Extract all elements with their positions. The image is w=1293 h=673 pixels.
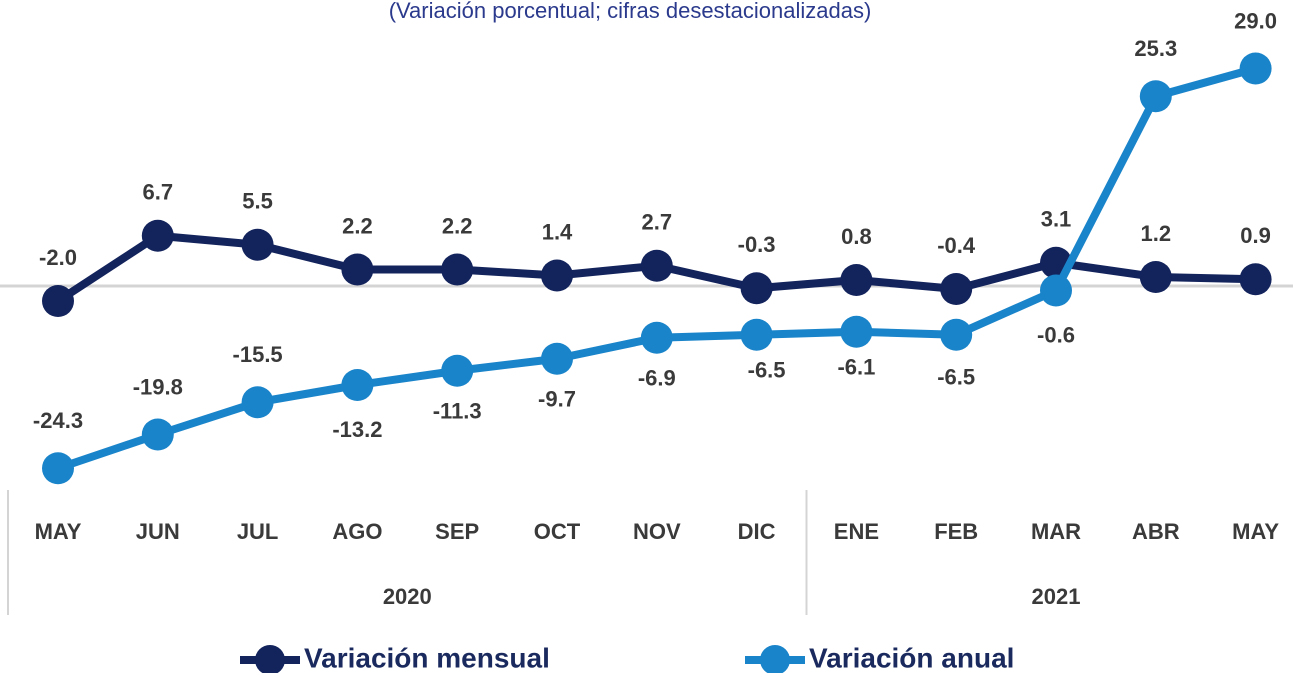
point-marker — [141, 219, 174, 252]
point-marker — [441, 253, 474, 286]
data-label: -6.9 — [638, 366, 676, 391]
data-label: -24.3 — [33, 408, 83, 433]
data-label: 0.9 — [1240, 223, 1271, 248]
point-marker — [42, 285, 74, 317]
data-label: -9.7 — [538, 387, 576, 412]
data-label: 1.2 — [1141, 221, 1172, 246]
point-marker — [141, 418, 174, 451]
point-marker — [1139, 80, 1172, 113]
data-label: -0.4 — [937, 233, 976, 258]
data-label: -11.3 — [433, 399, 482, 424]
legend-marker — [255, 645, 285, 673]
point-marker — [241, 386, 274, 419]
point-marker — [640, 321, 673, 354]
legend-marker — [760, 645, 790, 673]
point-marker — [1040, 274, 1072, 307]
data-label: -0.6 — [1037, 322, 1075, 347]
point-marker — [541, 342, 573, 375]
legend-label: Variación mensual — [304, 642, 550, 673]
data-label: 6.7 — [143, 180, 174, 205]
x-tick-label: ENE — [834, 519, 879, 544]
point-marker — [541, 259, 573, 292]
data-label: -6.5 — [748, 358, 786, 383]
data-label: -0.3 — [738, 232, 776, 257]
point-marker — [341, 253, 374, 286]
x-tick-label: ABR — [1132, 519, 1180, 544]
point-marker — [1239, 52, 1272, 85]
x-tick-label: DIC — [738, 519, 776, 544]
point-marker — [1139, 261, 1172, 293]
data-label: -2.0 — [39, 245, 77, 270]
data-label: 2.2 — [442, 213, 473, 238]
x-tick-label: MAY — [35, 519, 82, 544]
data-label: 0.8 — [841, 224, 872, 249]
x-tick-label: NOV — [633, 519, 681, 544]
point-marker — [441, 354, 474, 387]
x-tick-label: JUL — [237, 519, 279, 544]
point-marker — [341, 369, 374, 401]
data-label: -19.8 — [133, 374, 183, 399]
point-marker — [640, 249, 673, 282]
point-marker — [840, 264, 873, 296]
data-label: -6.5 — [937, 365, 975, 390]
point-marker — [241, 228, 274, 261]
chart-subtitle: (Variación porcentual; cifras desestacio… — [389, 0, 872, 23]
point-marker — [740, 318, 773, 351]
data-label: 2.7 — [642, 210, 673, 235]
data-label: 2.2 — [342, 213, 373, 238]
data-label: -13.2 — [332, 417, 382, 442]
x-group-label: 2020 — [383, 584, 432, 609]
x-tick-label: OCT — [534, 519, 581, 544]
x-tick-label: MAR — [1031, 519, 1081, 544]
legend-label: Variación anual — [809, 642, 1014, 673]
data-label: 29.0 — [1234, 8, 1277, 33]
point-marker — [940, 273, 973, 305]
data-label: 1.4 — [542, 219, 573, 244]
x-tick-label: MAY — [1232, 519, 1279, 544]
point-marker — [1239, 263, 1272, 296]
data-label: 5.5 — [242, 189, 273, 214]
x-group-label: 2021 — [1032, 584, 1081, 609]
data-label: -15.5 — [233, 342, 283, 367]
x-tick-label: AGO — [332, 519, 382, 544]
data-label: 25.3 — [1134, 36, 1177, 61]
data-label: 3.1 — [1041, 207, 1072, 232]
point-marker — [740, 272, 773, 305]
x-tick-label: FEB — [934, 519, 978, 544]
data-label: -6.1 — [837, 355, 875, 380]
point-marker — [840, 315, 873, 348]
point-marker — [42, 452, 74, 485]
point-marker — [940, 318, 973, 351]
x-tick-label: SEP — [435, 519, 479, 544]
x-tick-label: JUN — [136, 519, 180, 544]
